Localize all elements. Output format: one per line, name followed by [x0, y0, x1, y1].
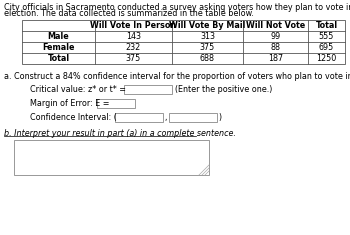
- Text: 232: 232: [126, 43, 141, 52]
- Text: ,: ,: [164, 113, 166, 122]
- Text: 1250: 1250: [316, 54, 337, 63]
- Bar: [14, 140, 209, 175]
- Text: Total: Total: [48, 54, 70, 63]
- Text: 88: 88: [271, 43, 280, 52]
- Text: Margin of Error: E =: Margin of Error: E =: [30, 99, 110, 108]
- Text: Female: Female: [42, 43, 75, 52]
- Text: Confidence Interval: (: Confidence Interval: (: [30, 113, 117, 122]
- Bar: [124, 85, 172, 94]
- Text: election. The data collected is summarized in the table below.: election. The data collected is summariz…: [4, 9, 254, 18]
- Text: 187: 187: [268, 54, 283, 63]
- Text: 695: 695: [319, 43, 334, 52]
- Text: 688: 688: [200, 54, 215, 63]
- Text: ): ): [218, 113, 221, 122]
- Text: Will Vote In Person: Will Vote In Person: [90, 21, 176, 30]
- Text: Will Not Vote: Will Not Vote: [246, 21, 305, 30]
- Bar: [97, 99, 135, 108]
- Text: 375: 375: [200, 43, 215, 52]
- Text: Critical value: z* or t* =: Critical value: z* or t* =: [30, 85, 126, 94]
- Text: Male: Male: [48, 32, 69, 41]
- Text: 143: 143: [126, 32, 141, 41]
- Text: Will Vote By Mail: Will Vote By Mail: [169, 21, 246, 30]
- Text: (Enter the positive one.): (Enter the positive one.): [175, 85, 272, 94]
- Text: Total: Total: [315, 21, 337, 30]
- Text: 555: 555: [319, 32, 334, 41]
- Text: 375: 375: [126, 54, 141, 63]
- Text: 313: 313: [200, 32, 215, 41]
- Bar: [115, 113, 163, 122]
- Text: a. Construct a 84% confidence interval for the proportion of voters who plan to : a. Construct a 84% confidence interval f…: [4, 72, 350, 81]
- Bar: [169, 113, 217, 122]
- Text: City officials in Sacramento conducted a survey asking voters how they plan to v: City officials in Sacramento conducted a…: [4, 3, 350, 12]
- Text: b. Interpret your result in part (a) in a complete sentence.: b. Interpret your result in part (a) in …: [4, 129, 236, 138]
- Text: 99: 99: [270, 32, 281, 41]
- Bar: [22, 20, 345, 64]
